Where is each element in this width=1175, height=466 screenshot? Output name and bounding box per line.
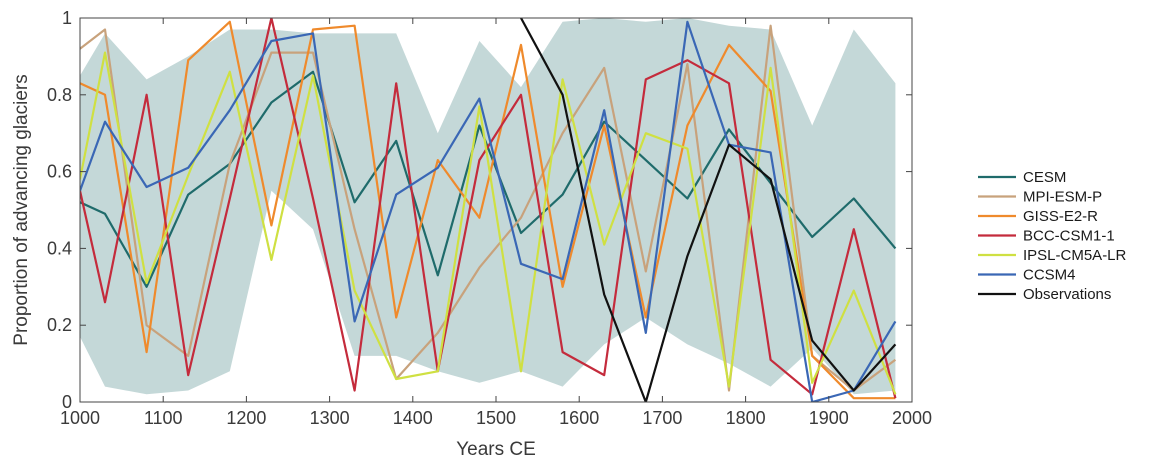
series-layer: [80, 18, 897, 402]
x-tick-label: 1200: [226, 408, 266, 428]
legend-label: CCSM4: [1023, 267, 1076, 284]
y-tick-label: 0: [62, 392, 72, 412]
series-line-mpi-esm-p: [80, 24, 897, 392]
legend-label: CESM: [1023, 169, 1066, 186]
x-tick-label: 1800: [726, 408, 766, 428]
series-line-bcc-csm1-1: [80, 18, 897, 399]
x-tick-label: 1100: [144, 408, 183, 428]
x-tick-label: 1600: [559, 408, 599, 428]
legend-label: BCC-CSM1-1: [1023, 228, 1115, 245]
series-line-giss-e2-r: [80, 20, 896, 400]
x-tick-label: 1000: [60, 408, 100, 428]
spread-band-layer: [80, 18, 896, 395]
x-tick-label: 2000: [892, 408, 932, 428]
x-tick-label: 1500: [476, 408, 516, 428]
series-line-ipsl-cm5a-lr: [80, 51, 897, 395]
x-tick-label: 1300: [310, 408, 350, 428]
tick-layer: 1000 1100 1200 1300 1400 1500 1600 1700 1800 1900…: [47, 8, 932, 428]
x-axis-title: Years CE: [456, 439, 536, 460]
y-tick-label: 0.4: [47, 238, 72, 258]
y-axis-title: Proportion of advancing glaciers: [11, 74, 32, 345]
series-line-observations: [520, 18, 897, 402]
legend-label: IPSL-CM5A-LR: [1023, 247, 1127, 264]
y-tick-label: 0.6: [47, 162, 72, 182]
spread-band: [80, 18, 896, 395]
x-tick-label: 1700: [642, 408, 682, 428]
y-tick-label: 0.2: [47, 315, 72, 335]
y-tick-label: 1: [62, 8, 72, 28]
y-tick-label: 0.8: [47, 85, 72, 105]
x-tick-label: 1900: [809, 408, 849, 428]
series-line-ccsm4: [80, 20, 897, 402]
legend-label: Observations: [1023, 286, 1111, 303]
legend: CESM MPI-ESM-P GISS-E2-R BCC-CSM1-1 IPSL-CM5…: [978, 169, 1127, 303]
legend-label: MPI-ESM-P: [1023, 189, 1102, 206]
x-tick-label: 1400: [393, 408, 433, 428]
legend-label: GISS-E2-R: [1023, 208, 1098, 225]
series-line-cesm: [80, 70, 897, 288]
